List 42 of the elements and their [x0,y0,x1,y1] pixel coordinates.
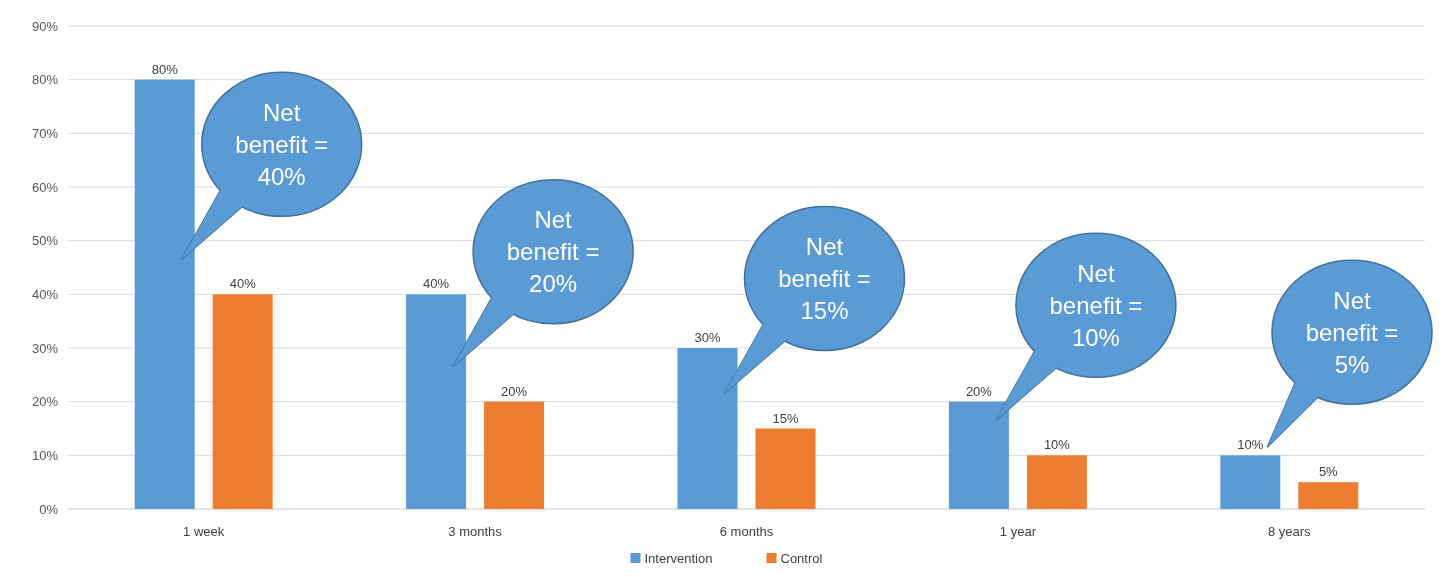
text: 40% [229,276,256,292]
text: 20% [965,383,992,399]
bar [1220,455,1281,509]
bar [1298,482,1359,509]
x-tick-label: 1 year [999,524,1037,539]
text: 40% [423,276,450,292]
text: 10% [1043,437,1070,453]
bar [406,294,467,509]
legend-label: Control [780,551,823,566]
bar [134,79,195,509]
text: 15% [772,410,799,426]
x-tick-label: 8 years [1267,524,1312,539]
x-tick-label: 6 months [719,524,774,539]
annotation: Net benefit = 40% [235,98,329,190]
text: 5% [1318,464,1338,480]
text: 80% [151,61,178,77]
text: 10% [1237,437,1264,453]
bar [484,401,545,509]
y-tick-label: 80% [31,72,59,88]
text: 20% [501,383,528,399]
x-tick-label: 1 week [183,524,225,539]
bar [948,401,1009,509]
annotation: Net benefit = 5% [1305,286,1399,378]
bar [1026,455,1087,509]
y-tick-label: 10% [31,447,59,463]
legend-label: Intervention [644,551,713,566]
bar [212,294,273,509]
y-tick-label: 20% [31,394,59,410]
y-tick-label: 50% [31,233,59,249]
y-tick-label: 90% [31,18,59,34]
y-tick-label: 30% [31,340,59,356]
y-tick-label: 40% [31,286,59,302]
y-tick-label: 0% [39,501,59,517]
y-tick-label: 60% [31,179,59,195]
text: 30% [694,330,721,345]
y-tick-label: 70% [31,125,59,141]
bar [677,348,738,509]
bar [755,428,816,509]
x-tick-label: 3 months [448,524,503,539]
annotation: Net benefit = 15% [778,232,871,324]
annotation: Net benefit = 20% [506,206,600,298]
annotation: Net benefit = 10% [1049,259,1143,351]
